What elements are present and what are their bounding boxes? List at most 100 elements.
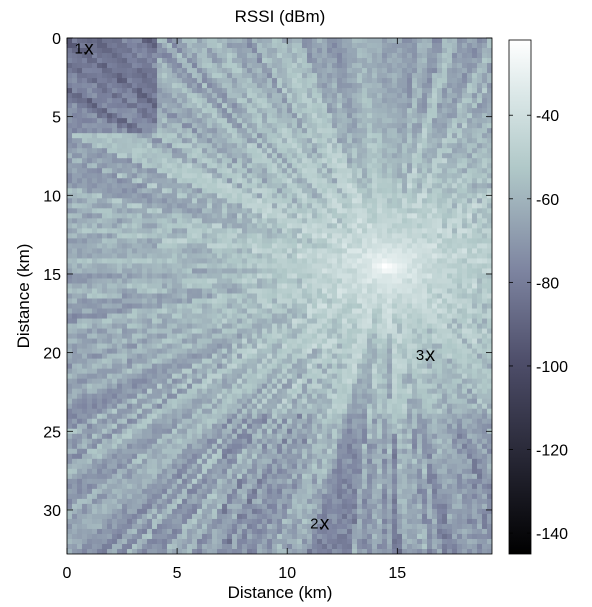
heatmap-cell <box>437 268 443 275</box>
heatmap-cell <box>122 323 128 330</box>
heatmap-cell <box>342 303 348 310</box>
heatmap-cell <box>177 238 183 244</box>
heatmap-cell <box>107 148 113 154</box>
heatmap-cell <box>217 203 223 209</box>
heatmap-cell <box>302 198 308 204</box>
heatmap-cell <box>127 138 133 144</box>
heatmap-cell <box>462 93 468 99</box>
heatmap-cell <box>87 273 93 280</box>
heatmap-cell <box>447 158 453 164</box>
heatmap-cell <box>337 298 343 305</box>
heatmap-cell <box>97 133 103 139</box>
heatmap-cell <box>457 123 463 129</box>
heatmap-cell <box>187 193 193 199</box>
heatmap-cell <box>222 228 228 234</box>
heatmap-cell <box>447 243 453 250</box>
heatmap-cell <box>162 53 168 59</box>
heatmap-cell <box>127 188 133 194</box>
heatmap-cell <box>272 93 278 99</box>
heatmap-cell <box>92 73 98 79</box>
heatmap-cell <box>442 113 448 119</box>
heatmap-cell <box>102 113 108 119</box>
heatmap-cell <box>337 153 343 159</box>
heatmap-cell <box>477 193 483 199</box>
heatmap-cell <box>67 258 73 265</box>
heatmap-cell <box>202 148 208 154</box>
heatmap-cell <box>72 303 78 310</box>
heatmap-cell <box>257 73 263 79</box>
heatmap-cell <box>472 138 478 144</box>
heatmap-cell <box>382 183 388 189</box>
heatmap-cell <box>232 218 238 224</box>
heatmap-cell <box>92 183 98 189</box>
heatmap-cell <box>212 58 218 64</box>
heatmap-cell <box>267 118 273 124</box>
heatmap-cell <box>447 173 453 179</box>
heatmap-cell <box>277 98 283 104</box>
heatmap-cell <box>342 43 348 49</box>
heatmap-cell <box>332 313 338 320</box>
heatmap-cell <box>162 248 168 255</box>
heatmap-cell <box>252 263 258 270</box>
heatmap-cell <box>92 233 98 239</box>
heatmap-cell <box>367 143 373 149</box>
heatmap-cell <box>362 298 368 305</box>
heatmap-cell <box>187 98 193 104</box>
heatmap-cell <box>72 158 78 164</box>
heatmap-cell <box>132 68 138 74</box>
heatmap-cell <box>327 113 333 119</box>
heatmap-cell <box>142 118 148 124</box>
heatmap-cell <box>282 188 288 194</box>
heatmap-cell <box>457 143 463 149</box>
heatmap-cell <box>477 73 483 79</box>
heatmap-cell <box>217 88 223 94</box>
heatmap-cell <box>127 293 133 300</box>
heatmap-cell <box>102 173 108 179</box>
heatmap-cell <box>142 58 148 64</box>
heatmap-cell <box>352 93 358 99</box>
heatmap-cell <box>97 203 103 209</box>
heatmap-cell <box>192 88 198 94</box>
heatmap-cell <box>217 83 223 89</box>
heatmap-cell <box>267 273 273 280</box>
heatmap-cell <box>177 183 183 189</box>
heatmap-cell <box>297 288 303 295</box>
heatmap-cell <box>282 273 288 280</box>
heatmap-cell <box>452 88 458 94</box>
heatmap-cell <box>92 143 98 149</box>
heatmap-cell <box>152 313 158 320</box>
heatmap-cell <box>212 103 218 109</box>
heatmap-cell <box>227 58 233 64</box>
heatmap-cell <box>327 188 333 194</box>
heatmap-cell <box>437 183 443 189</box>
heatmap-cell <box>392 143 398 149</box>
heatmap-cell <box>357 208 363 214</box>
heatmap-cell <box>462 313 468 320</box>
heatmap-cell <box>387 318 393 325</box>
heatmap-cell <box>337 138 343 144</box>
heatmap-cell <box>297 93 303 99</box>
heatmap-cell <box>367 223 373 229</box>
heatmap-cell <box>437 253 443 260</box>
heatmap-cell <box>387 133 393 139</box>
heatmap-cell <box>342 63 348 69</box>
heatmap-cell <box>307 133 313 139</box>
heatmap-cell <box>427 238 433 244</box>
heatmap-cell <box>337 283 343 290</box>
heatmap-cell <box>227 288 233 295</box>
heatmap-cell <box>142 68 148 74</box>
heatmap-cell <box>457 243 463 250</box>
heatmap-cell <box>397 218 403 224</box>
heatmap-cell <box>212 43 218 49</box>
heatmap-cell <box>377 153 383 159</box>
heatmap-cell <box>267 63 273 69</box>
heatmap-cell <box>262 263 268 270</box>
heatmap-cell <box>132 138 138 144</box>
heatmap-cell <box>232 163 238 169</box>
heatmap-cell <box>187 238 193 244</box>
heatmap-cell <box>472 283 478 290</box>
heatmap-cell <box>177 48 183 54</box>
heatmap-cell <box>182 218 188 224</box>
heatmap-cell <box>227 243 233 250</box>
heatmap-cell <box>197 88 203 94</box>
